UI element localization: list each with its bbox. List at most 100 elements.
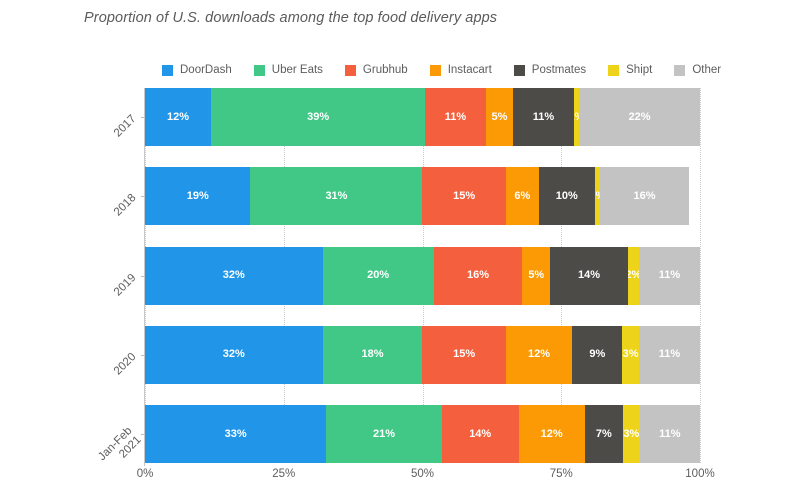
bar-segment-label: 32%: [222, 348, 245, 361]
bar-segment-label: 3%: [622, 348, 639, 361]
bar-segment[interactable]: 3%: [622, 325, 639, 384]
bar-segment[interactable]: 1%: [594, 167, 601, 226]
bar-segment-label: 12%: [528, 348, 551, 361]
bar-segment[interactable]: 32%: [145, 325, 323, 384]
bar-segment[interactable]: 16%: [433, 246, 523, 305]
bar-segment[interactable]: 12%: [505, 325, 573, 384]
y-axis-label-line: 2020: [112, 350, 139, 377]
legend-swatch-icon: [674, 64, 686, 76]
bar-segment-label: 16%: [466, 269, 489, 281]
legend-item-label: DoorDash: [180, 64, 232, 76]
bar-segment[interactable]: 32%: [145, 246, 323, 305]
legend-item[interactable]: Postmates: [513, 64, 587, 76]
legend-item[interactable]: Instacart: [429, 64, 492, 76]
chart-legend: DoorDash Uber Eats Grubhub Instacart Postmat…: [162, 62, 743, 78]
bar-segment[interactable]: 31%: [250, 167, 423, 226]
bar-row: 32% 20% 16% 5% 14% 2% 11%: [145, 246, 700, 305]
bar-segment-label: 10%: [555, 189, 578, 202]
bar-segment-label: 16%: [633, 189, 656, 202]
plot-area: 12%39%11%5%11%1%22%19%31%15%6%10%1%16%32…: [145, 88, 701, 463]
bar-segment[interactable]: 3%: [623, 405, 640, 463]
y-axis-label: Jan-Feb 2021: [96, 425, 144, 473]
page-title: Proportion of U.S. downloads among the t…: [84, 10, 498, 26]
bar-segment-label: 14%: [469, 427, 492, 440]
bar-segment[interactable]: 1%: [573, 88, 580, 146]
bar-segment[interactable]: 12%: [518, 405, 585, 463]
bar-segment-label: 2%: [627, 269, 639, 281]
x-axis-tick-label: 25%: [272, 468, 296, 480]
legend-item-label: Other: [692, 64, 722, 76]
bar-segment-label: 33%: [224, 427, 247, 440]
legend-item-label: Shipt: [626, 64, 653, 76]
bar-segment-label: 31%: [325, 189, 348, 202]
legend-item[interactable]: Other: [674, 64, 721, 76]
y-axis-tick: [141, 434, 145, 435]
bar-segment[interactable]: 15%: [422, 325, 506, 384]
bar-segment-label: 21%: [373, 427, 396, 440]
gridline: [700, 88, 701, 463]
legend-item-label: Postmates: [531, 64, 587, 76]
bar-segment[interactable]: 14%: [550, 246, 628, 305]
bar-segment-label: 12%: [166, 110, 189, 123]
bar-segment[interactable]: 20%: [322, 246, 434, 305]
bar-segment-label: 19%: [186, 189, 209, 202]
y-axis-line: [144, 88, 145, 466]
bar-row: 32% 18% 15% 12% 9% 3% 11%: [145, 325, 700, 384]
bar-segment[interactable]: 39%: [210, 88, 426, 146]
bar-segment[interactable]: 22%: [579, 88, 701, 146]
bar-segment-label: 1%: [595, 190, 601, 202]
x-axis-labels: 0% 25% 50% 75% 100%: [137, 468, 715, 486]
bar-segment[interactable]: 6%: [505, 167, 540, 226]
bar-segment-label: 9%: [589, 348, 606, 361]
bar-segment[interactable]: 11%: [513, 88, 574, 146]
bar-segment-label: 39%: [307, 110, 330, 123]
legend-item-label: Grubhub: [362, 64, 408, 76]
bar-segment[interactable]: 15%: [422, 167, 506, 226]
y-axis-label: 2017: [112, 112, 139, 139]
bar-segment-label: 6%: [514, 189, 531, 202]
bar-segment[interactable]: 5%: [485, 88, 514, 146]
bar-segment[interactable]: 9%: [572, 325, 623, 384]
bar-row: 12% 39% 11% 5% 11% 1% 22%: [145, 88, 701, 146]
bar-segment[interactable]: 11%: [638, 246, 700, 305]
legend-item[interactable]: Shipt: [608, 64, 652, 76]
legend-swatch-icon: [162, 64, 173, 76]
bar-segment[interactable]: 14%: [441, 405, 519, 463]
y-axis-label: 2019: [112, 271, 139, 298]
legend-swatch-icon: [513, 64, 525, 76]
bar-segment[interactable]: 11%: [638, 325, 700, 384]
y-axis-tick: [141, 276, 145, 277]
bar-segment[interactable]: 2%: [627, 246, 639, 305]
bar-segment[interactable]: 21%: [326, 405, 442, 463]
bar-segment[interactable]: 11%: [425, 88, 486, 146]
bar-row: 33% 21% 14% 12% 7% 3% 11%: [145, 405, 701, 463]
bar-segment[interactable]: 33%: [145, 405, 327, 463]
legend-item-label: Uber Eats: [271, 64, 323, 76]
bar-segment-label: 15%: [453, 189, 476, 202]
bar-segment-label: 18%: [361, 348, 384, 361]
y-axis-labels: 2017 2018 2019 2020 Jan-Feb 2021: [0, 88, 145, 463]
bar-segment-label: 15%: [453, 348, 476, 361]
bar-segment[interactable]: 12%: [145, 88, 211, 146]
y-axis-label-line: 2018: [112, 191, 139, 218]
y-axis-tick: [141, 117, 145, 118]
bar-row: 19% 31% 15% 6% 10% 1% 16%: [145, 167, 700, 226]
x-axis-tick-label: 0%: [136, 468, 154, 480]
bar-series-container: 12%39%11%5%11%1%22%19%31%15%6%10%1%16%32…: [145, 88, 701, 463]
legend-item[interactable]: Grubhub: [344, 64, 408, 76]
bar-segment[interactable]: 18%: [322, 325, 423, 384]
bar-segment[interactable]: 10%: [539, 167, 595, 226]
bar-segment-label: 22%: [628, 110, 651, 123]
bar-segment[interactable]: 5%: [522, 246, 551, 305]
x-axis-tick-label: 50%: [410, 468, 435, 480]
bar-segment[interactable]: 7%: [584, 405, 624, 463]
legend-swatch-icon: [253, 64, 265, 76]
legend-item[interactable]: Uber Eats: [253, 64, 323, 76]
bar-segment-label: 11%: [658, 348, 681, 361]
bar-segment[interactable]: 19%: [145, 167, 251, 226]
bar-segment[interactable]: 16%: [600, 167, 689, 226]
bar-segment-label: 11%: [532, 110, 555, 123]
legend-item[interactable]: DoorDash: [162, 64, 232, 76]
y-axis-label-line: 2019: [112, 271, 139, 298]
bar-segment[interactable]: 11%: [639, 405, 701, 463]
